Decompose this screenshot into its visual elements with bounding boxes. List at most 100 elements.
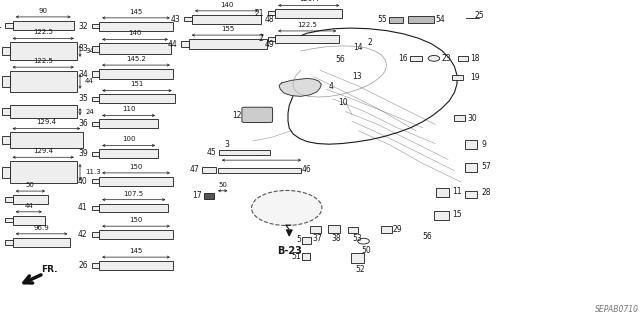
Text: 56: 56 (335, 56, 346, 64)
Bar (13, 195, 48, 204)
Text: 41: 41 (78, 204, 88, 212)
Bar (5, 218, 13, 222)
Text: 30: 30 (467, 114, 477, 122)
Text: 150: 150 (129, 164, 143, 170)
Text: 11.3: 11.3 (85, 169, 101, 175)
Text: 33: 33 (78, 44, 88, 53)
Text: 50: 50 (361, 246, 371, 255)
Text: 55: 55 (378, 15, 387, 24)
Text: 26: 26 (78, 261, 88, 270)
Bar (5, 23, 13, 28)
Text: 34: 34 (78, 70, 88, 78)
Bar (10, 71, 77, 92)
Bar (99, 204, 168, 212)
Bar (302, 253, 310, 260)
Text: 43: 43 (171, 15, 180, 24)
Bar (10, 132, 83, 148)
Bar (202, 167, 216, 173)
Bar (10, 161, 77, 183)
Bar (328, 225, 340, 233)
Text: 49: 49 (264, 40, 274, 48)
Bar (99, 94, 175, 103)
Circle shape (428, 56, 440, 61)
Text: 12: 12 (232, 111, 242, 120)
Text: 29: 29 (393, 225, 403, 234)
Text: 16: 16 (399, 54, 408, 63)
Text: 14: 14 (353, 43, 364, 52)
Bar (13, 21, 74, 30)
Bar (434, 211, 449, 220)
Bar (219, 150, 270, 155)
Bar (13, 216, 45, 225)
Text: 17: 17 (193, 191, 202, 200)
Bar (268, 37, 275, 41)
Bar (408, 16, 434, 23)
Bar (92, 46, 99, 52)
Bar (99, 43, 171, 54)
Text: 32: 32 (78, 22, 88, 31)
Text: 2: 2 (367, 38, 372, 47)
Text: 38: 38 (332, 234, 342, 243)
Text: 151: 151 (131, 81, 143, 87)
Bar (389, 17, 403, 23)
Bar (10, 42, 77, 60)
Text: 155: 155 (221, 26, 234, 32)
Text: 39: 39 (78, 149, 88, 158)
Bar (99, 119, 158, 128)
Text: 1: 1 (0, 21, 1, 30)
Bar (5, 197, 13, 202)
Text: 50: 50 (26, 182, 35, 188)
Text: 54: 54 (435, 15, 445, 24)
Bar (268, 11, 275, 15)
Text: 150: 150 (129, 217, 143, 223)
Text: 122.5: 122.5 (33, 29, 53, 35)
Text: 145.2: 145.2 (126, 56, 146, 62)
Text: 10: 10 (338, 98, 348, 107)
Bar (13, 238, 70, 247)
Text: 9: 9 (481, 140, 486, 149)
Bar (310, 226, 321, 233)
Bar (184, 17, 192, 21)
Text: 52: 52 (355, 265, 365, 274)
Bar (302, 237, 311, 244)
Bar (275, 35, 339, 43)
Text: 51: 51 (291, 252, 301, 261)
Text: 31: 31 (0, 238, 1, 247)
Text: 107.5: 107.5 (124, 190, 144, 197)
Text: 45: 45 (207, 148, 216, 157)
Bar (92, 263, 99, 268)
Text: 129.4: 129.4 (33, 148, 53, 154)
Text: 145: 145 (129, 9, 143, 15)
Text: 44: 44 (85, 78, 94, 84)
Text: 11: 11 (452, 187, 461, 196)
Bar (204, 193, 214, 199)
Bar (99, 69, 173, 79)
Text: 18: 18 (470, 54, 479, 63)
FancyBboxPatch shape (242, 107, 273, 122)
Text: 13: 13 (352, 72, 362, 81)
Text: 129.4: 129.4 (36, 119, 56, 125)
Text: 42: 42 (78, 230, 88, 239)
Bar (351, 253, 364, 263)
Text: 40: 40 (78, 177, 88, 186)
Text: 46: 46 (302, 165, 312, 174)
Text: 21: 21 (254, 9, 264, 18)
Bar (92, 97, 99, 101)
Text: 23: 23 (442, 54, 451, 63)
Text: 15: 15 (452, 210, 461, 219)
Text: SEPAB0710: SEPAB0710 (595, 305, 639, 314)
Text: 4: 4 (329, 82, 334, 91)
Bar (381, 226, 392, 233)
Bar (92, 206, 99, 210)
Text: 53: 53 (352, 234, 362, 243)
Text: 44: 44 (24, 203, 33, 209)
Text: 24: 24 (85, 109, 94, 115)
Bar (99, 149, 158, 158)
Text: 35: 35 (78, 94, 88, 103)
Bar (99, 177, 173, 186)
Bar (99, 22, 173, 31)
Text: 48: 48 (264, 15, 274, 24)
Bar (181, 41, 189, 47)
Text: 47: 47 (190, 165, 200, 174)
Bar (465, 191, 477, 198)
